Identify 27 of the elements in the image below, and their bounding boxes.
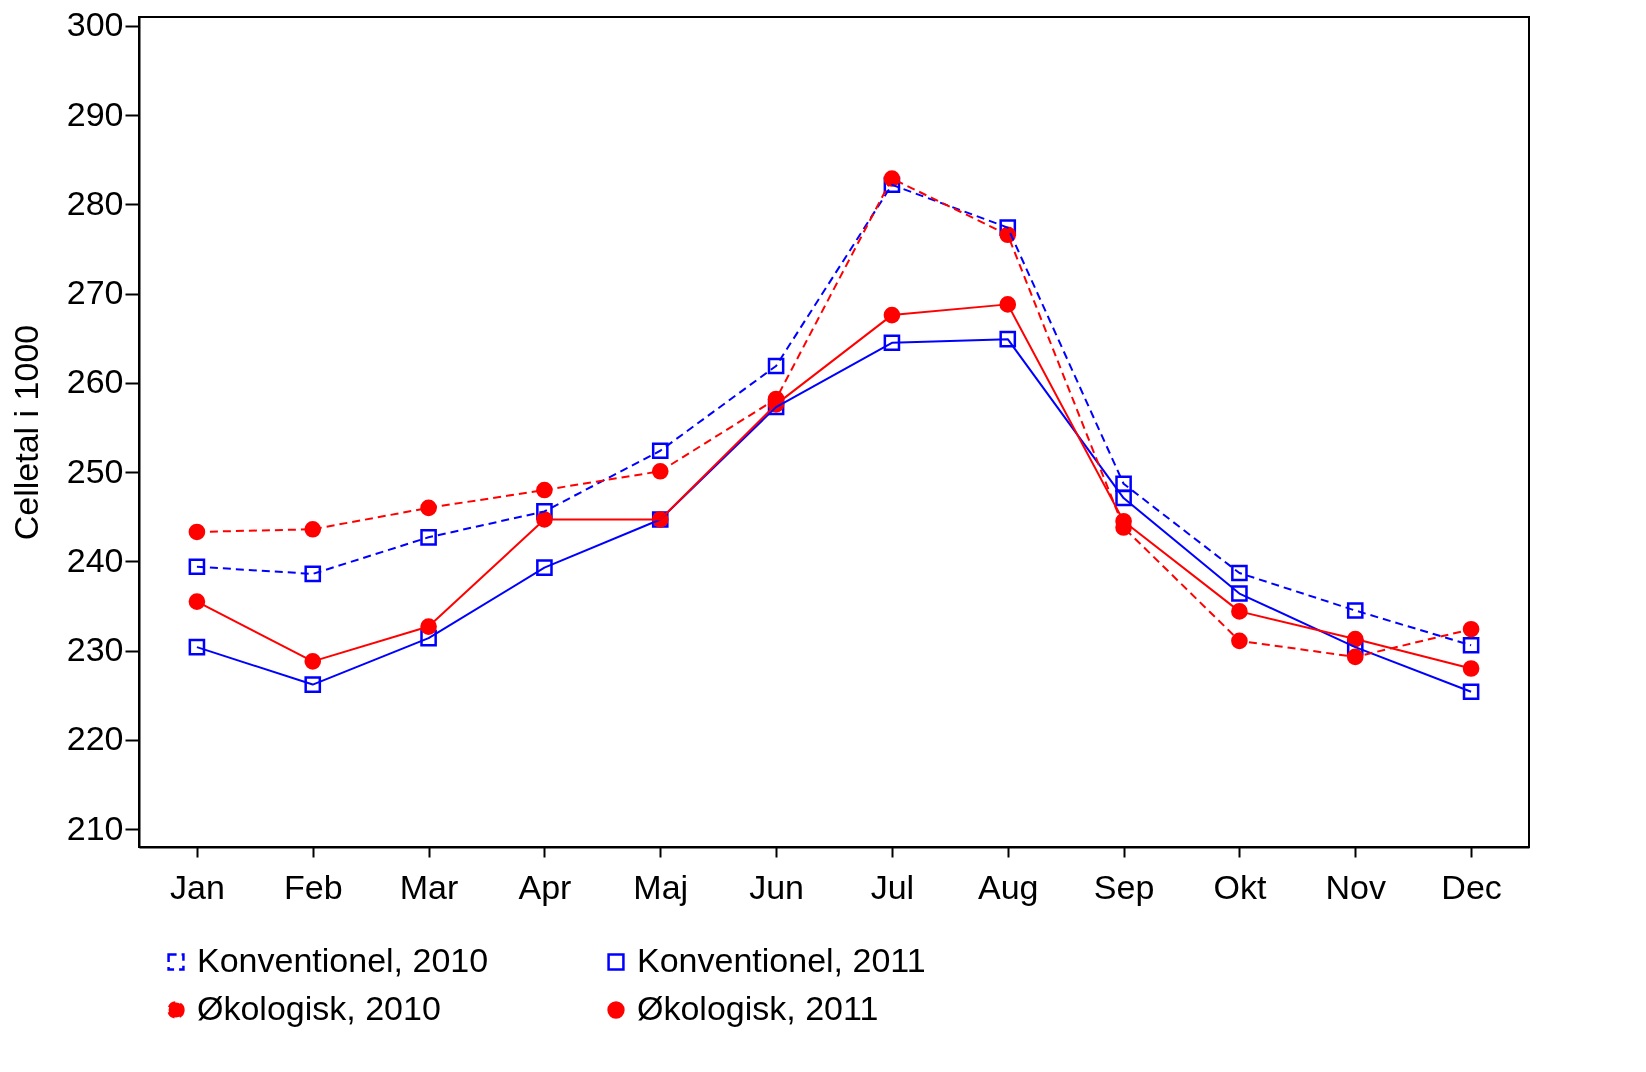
x-tick-label: Dec [1441, 867, 1502, 906]
y-tick-label: 260 [66, 362, 124, 401]
y-axis-title: Celletal i 1000 [6, 324, 45, 541]
y-tick-label: 250 [66, 451, 124, 490]
legend-label: Konventionel, 2010 [197, 941, 489, 979]
y-tick-label: 210 [66, 808, 124, 847]
y-tick-label: 300 [66, 5, 124, 44]
x-tick-label: Jan [170, 867, 225, 906]
y-tick-label: 270 [66, 273, 124, 312]
x-tick-label: Apr [518, 867, 572, 906]
x-tick-label: Mar [399, 867, 459, 906]
y-tick-label: 240 [66, 540, 124, 579]
y-tick-label: 280 [66, 183, 124, 222]
legend-label: Økologisk, 2011 [637, 989, 879, 1027]
x-tick-label: Sep [1093, 867, 1155, 906]
y-tick-label: 220 [66, 719, 124, 758]
legend-label: Økologisk, 2010 [197, 989, 441, 1027]
x-tick-label: Jun [749, 867, 804, 906]
x-tick-label: Aug [978, 867, 1039, 906]
x-tick-label: Okt [1213, 867, 1267, 906]
y-tick-label: 290 [66, 94, 124, 133]
legend-label: Konventionel, 2011 [637, 941, 926, 979]
x-tick-label: Maj [633, 867, 689, 906]
x-tick-label: Jul [870, 867, 915, 906]
x-tick-label: Nov [1325, 867, 1386, 906]
x-tick-label: Feb [283, 867, 343, 906]
y-tick-label: 230 [66, 630, 124, 669]
